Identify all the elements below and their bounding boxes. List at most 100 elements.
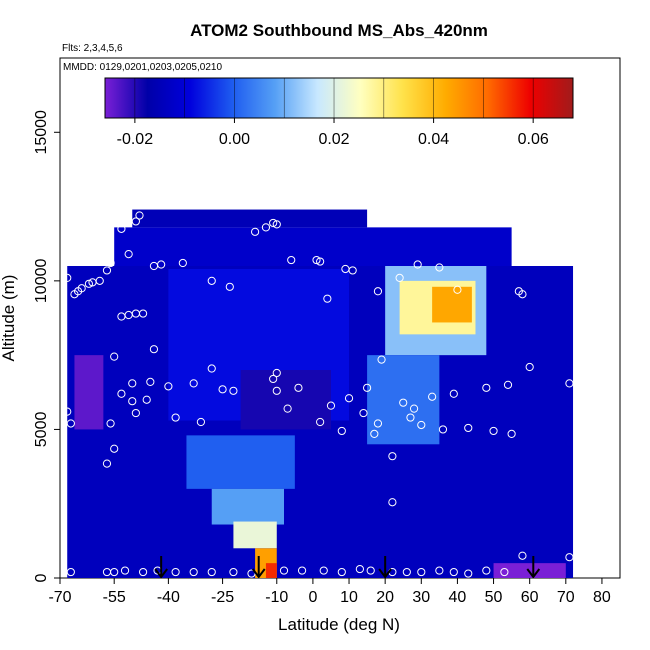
flight-point	[373, 419, 383, 428]
flight-point	[464, 569, 473, 578]
flight-point	[359, 408, 368, 418]
y-tick-label: 15000	[33, 110, 50, 155]
field-cell	[265, 563, 277, 578]
flight-point	[525, 362, 534, 372]
colorbar-tick-label: 0.00	[219, 131, 250, 148]
flight-point	[279, 566, 289, 575]
flight-point	[464, 423, 473, 433]
x-tick-label: -40	[157, 589, 180, 606]
flight-point	[95, 276, 104, 285]
flight-point	[84, 279, 94, 288]
flight-point	[438, 425, 448, 434]
colorbar: -0.02 0.00 0.02 0.04 0.06	[104, 77, 574, 148]
flight-point	[453, 285, 462, 294]
x-tick-label: 30	[412, 589, 430, 606]
flight-point	[337, 567, 346, 577]
flight-point	[171, 567, 180, 577]
flight-point	[316, 417, 325, 427]
flight-point	[189, 567, 198, 577]
flight-point	[269, 374, 278, 384]
flight-point	[482, 566, 491, 575]
arrow-head	[378, 568, 392, 579]
flight-point	[402, 567, 411, 577]
flight-point	[106, 258, 115, 268]
colorbar-tick-label: 0.04	[418, 131, 449, 148]
flight-point	[207, 364, 216, 373]
flight-point	[449, 389, 458, 398]
flight-point	[319, 566, 328, 575]
field-cell	[367, 355, 440, 445]
flight-point	[370, 429, 379, 438]
colorbar-tick-label: 0.06	[518, 131, 549, 148]
flight-point	[435, 263, 444, 272]
arrow-head	[526, 568, 541, 579]
flight-point	[131, 217, 140, 226]
flight-point	[417, 567, 426, 577]
arrow-head	[251, 568, 266, 579]
flight-point	[250, 227, 260, 236]
flight-point	[63, 273, 72, 282]
field-cell	[233, 521, 277, 549]
flight-point	[316, 257, 325, 266]
flight-point	[207, 276, 216, 285]
x-tick-label: -10	[265, 589, 288, 606]
flight-point	[326, 401, 336, 410]
flight-point	[171, 413, 180, 422]
flight-point	[272, 220, 281, 229]
x-tick-label: 40	[449, 589, 467, 606]
flight-point	[377, 355, 386, 364]
flight-points-layer	[63, 211, 574, 578]
colorbar-ticks: -0.02 0.00 0.02 0.04 0.06	[117, 78, 549, 148]
x-tick-label: -70	[48, 589, 71, 606]
flight-point	[66, 419, 75, 428]
flight-point	[388, 498, 397, 507]
flight-point	[388, 452, 397, 461]
flight-point	[164, 382, 173, 391]
flight-point	[225, 282, 234, 291]
flight-point	[77, 284, 86, 293]
dates-annotation: MMDD: 0129,0201,0203,0205,0210	[63, 62, 222, 73]
flight-point	[229, 386, 238, 395]
y-tick-label: 10000	[33, 259, 50, 304]
x-tick-label: 80	[593, 589, 611, 606]
flight-point	[348, 266, 357, 275]
field-cell	[132, 209, 368, 228]
flight-point	[366, 566, 375, 575]
y-axis: 0 5000 10000 15000	[33, 110, 60, 582]
flight-point	[312, 255, 321, 265]
field-cell	[74, 355, 104, 430]
x-tick-label: -25	[211, 589, 234, 606]
x-axis: -70 -55 -40 -25 -10 0 10 20 30 40 50 60 70 80	[48, 578, 611, 606]
x-tick-label: 10	[340, 589, 358, 606]
flight-point	[128, 397, 137, 406]
flight-point	[102, 266, 112, 275]
field-cell	[211, 488, 284, 525]
flight-point	[413, 260, 422, 269]
field-cell	[186, 435, 295, 489]
flight-point	[294, 383, 303, 392]
flight-point	[297, 566, 307, 575]
flight-point	[157, 260, 166, 269]
flight-point	[261, 223, 271, 232]
flight-point	[518, 551, 527, 560]
flight-point	[106, 419, 115, 428]
flight-point	[146, 377, 155, 386]
x-tick-label: -55	[103, 589, 126, 606]
flight-point	[449, 567, 458, 577]
flight-point	[63, 407, 72, 416]
colorbar-tick-label: 0.02	[318, 131, 349, 148]
flight-point	[337, 426, 346, 436]
flight-point	[395, 273, 404, 282]
flight-point	[362, 383, 372, 392]
flight-point	[344, 394, 354, 403]
flight-point	[120, 566, 130, 575]
flight-point	[550, 238, 560, 247]
x-tick-label: 20	[376, 589, 394, 606]
flight-point	[507, 429, 516, 438]
chart-title: ATOM2 Southbound MS_Abs_420nm	[190, 21, 488, 40]
field-cell	[432, 286, 472, 323]
flight-point	[565, 379, 574, 388]
flight-point	[102, 459, 112, 468]
flight-point	[142, 395, 151, 404]
